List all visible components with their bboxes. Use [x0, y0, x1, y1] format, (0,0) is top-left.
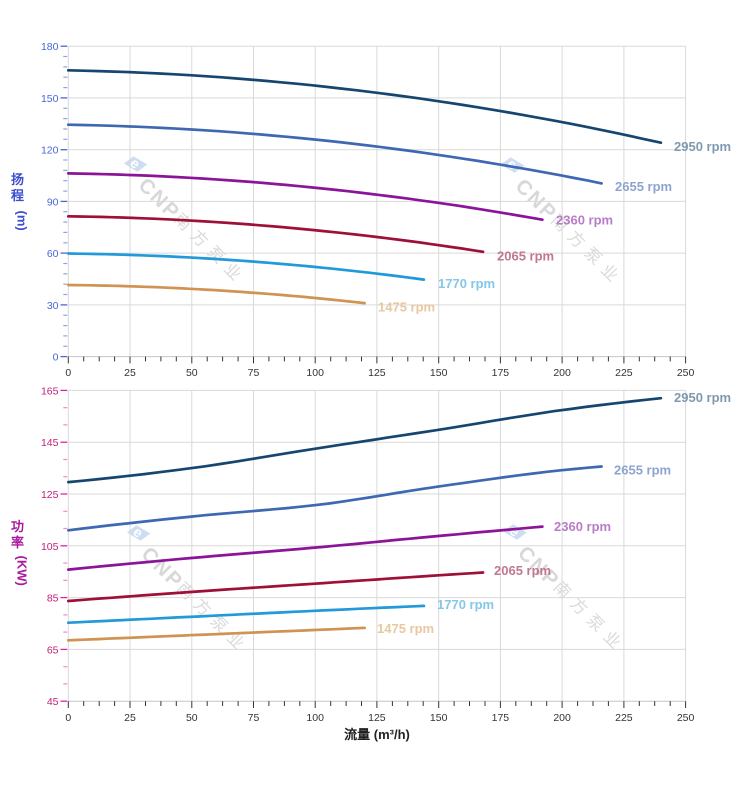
svg-text:200: 200 — [553, 367, 571, 379]
svg-text:75: 75 — [248, 712, 260, 724]
svg-text:250: 250 — [677, 712, 695, 724]
svg-text:程: 程 — [11, 188, 24, 203]
svg-text:125: 125 — [368, 712, 386, 724]
svg-text:2360 rpm: 2360 rpm — [556, 213, 613, 228]
svg-text:2655 rpm: 2655 rpm — [615, 179, 672, 194]
svg-text:扬: 扬 — [11, 172, 24, 187]
svg-text:180: 180 — [41, 41, 59, 53]
svg-text:200: 200 — [553, 712, 571, 724]
svg-text:0: 0 — [65, 712, 71, 724]
svg-text:175: 175 — [492, 712, 510, 724]
svg-text:2950 rpm: 2950 rpm — [674, 139, 731, 154]
svg-text:(KW): (KW) — [15, 556, 30, 586]
svg-text:25: 25 — [124, 367, 136, 379]
svg-text:0: 0 — [53, 352, 59, 364]
svg-text:0: 0 — [65, 367, 71, 379]
svg-text:1770 rpm: 1770 rpm — [437, 597, 494, 612]
svg-text:功: 功 — [11, 519, 24, 534]
svg-text:1770 rpm: 1770 rpm — [438, 276, 495, 291]
svg-text:2065 rpm: 2065 rpm — [494, 563, 551, 578]
svg-text:85: 85 — [47, 593, 59, 605]
svg-text:175: 175 — [492, 367, 510, 379]
svg-text:125: 125 — [368, 367, 386, 379]
svg-text:45: 45 — [47, 696, 59, 708]
svg-text:225: 225 — [615, 367, 633, 379]
svg-text:145: 145 — [41, 437, 59, 449]
svg-text:90: 90 — [47, 196, 59, 208]
svg-text:流量 (m³/h): 流量 (m³/h) — [344, 727, 410, 742]
svg-text:100: 100 — [306, 712, 324, 724]
svg-text:60: 60 — [47, 248, 59, 260]
svg-text:30: 30 — [47, 300, 59, 312]
svg-text:250: 250 — [677, 367, 695, 379]
svg-text:150: 150 — [41, 93, 59, 105]
svg-text:225: 225 — [615, 712, 633, 724]
svg-text:2950 rpm: 2950 rpm — [674, 390, 731, 405]
svg-text:150: 150 — [430, 712, 448, 724]
svg-text:125: 125 — [41, 489, 59, 501]
svg-text:率: 率 — [11, 535, 24, 550]
svg-text:50: 50 — [186, 367, 198, 379]
svg-text:75: 75 — [248, 367, 260, 379]
svg-text:1475 rpm: 1475 rpm — [378, 300, 435, 315]
svg-text:150: 150 — [430, 367, 448, 379]
svg-text:105: 105 — [41, 541, 59, 553]
svg-text:2655 rpm: 2655 rpm — [614, 463, 671, 478]
svg-text:25: 25 — [124, 712, 136, 724]
svg-text:50: 50 — [186, 712, 198, 724]
svg-text:(m): (m) — [15, 211, 30, 231]
svg-text:120: 120 — [41, 145, 59, 157]
svg-text:2065 rpm: 2065 rpm — [497, 249, 554, 264]
svg-text:65: 65 — [47, 644, 59, 656]
svg-text:2360 rpm: 2360 rpm — [554, 519, 611, 534]
svg-text:165: 165 — [41, 385, 59, 397]
svg-text:1475 rpm: 1475 rpm — [377, 621, 434, 636]
svg-text:100: 100 — [306, 367, 324, 379]
